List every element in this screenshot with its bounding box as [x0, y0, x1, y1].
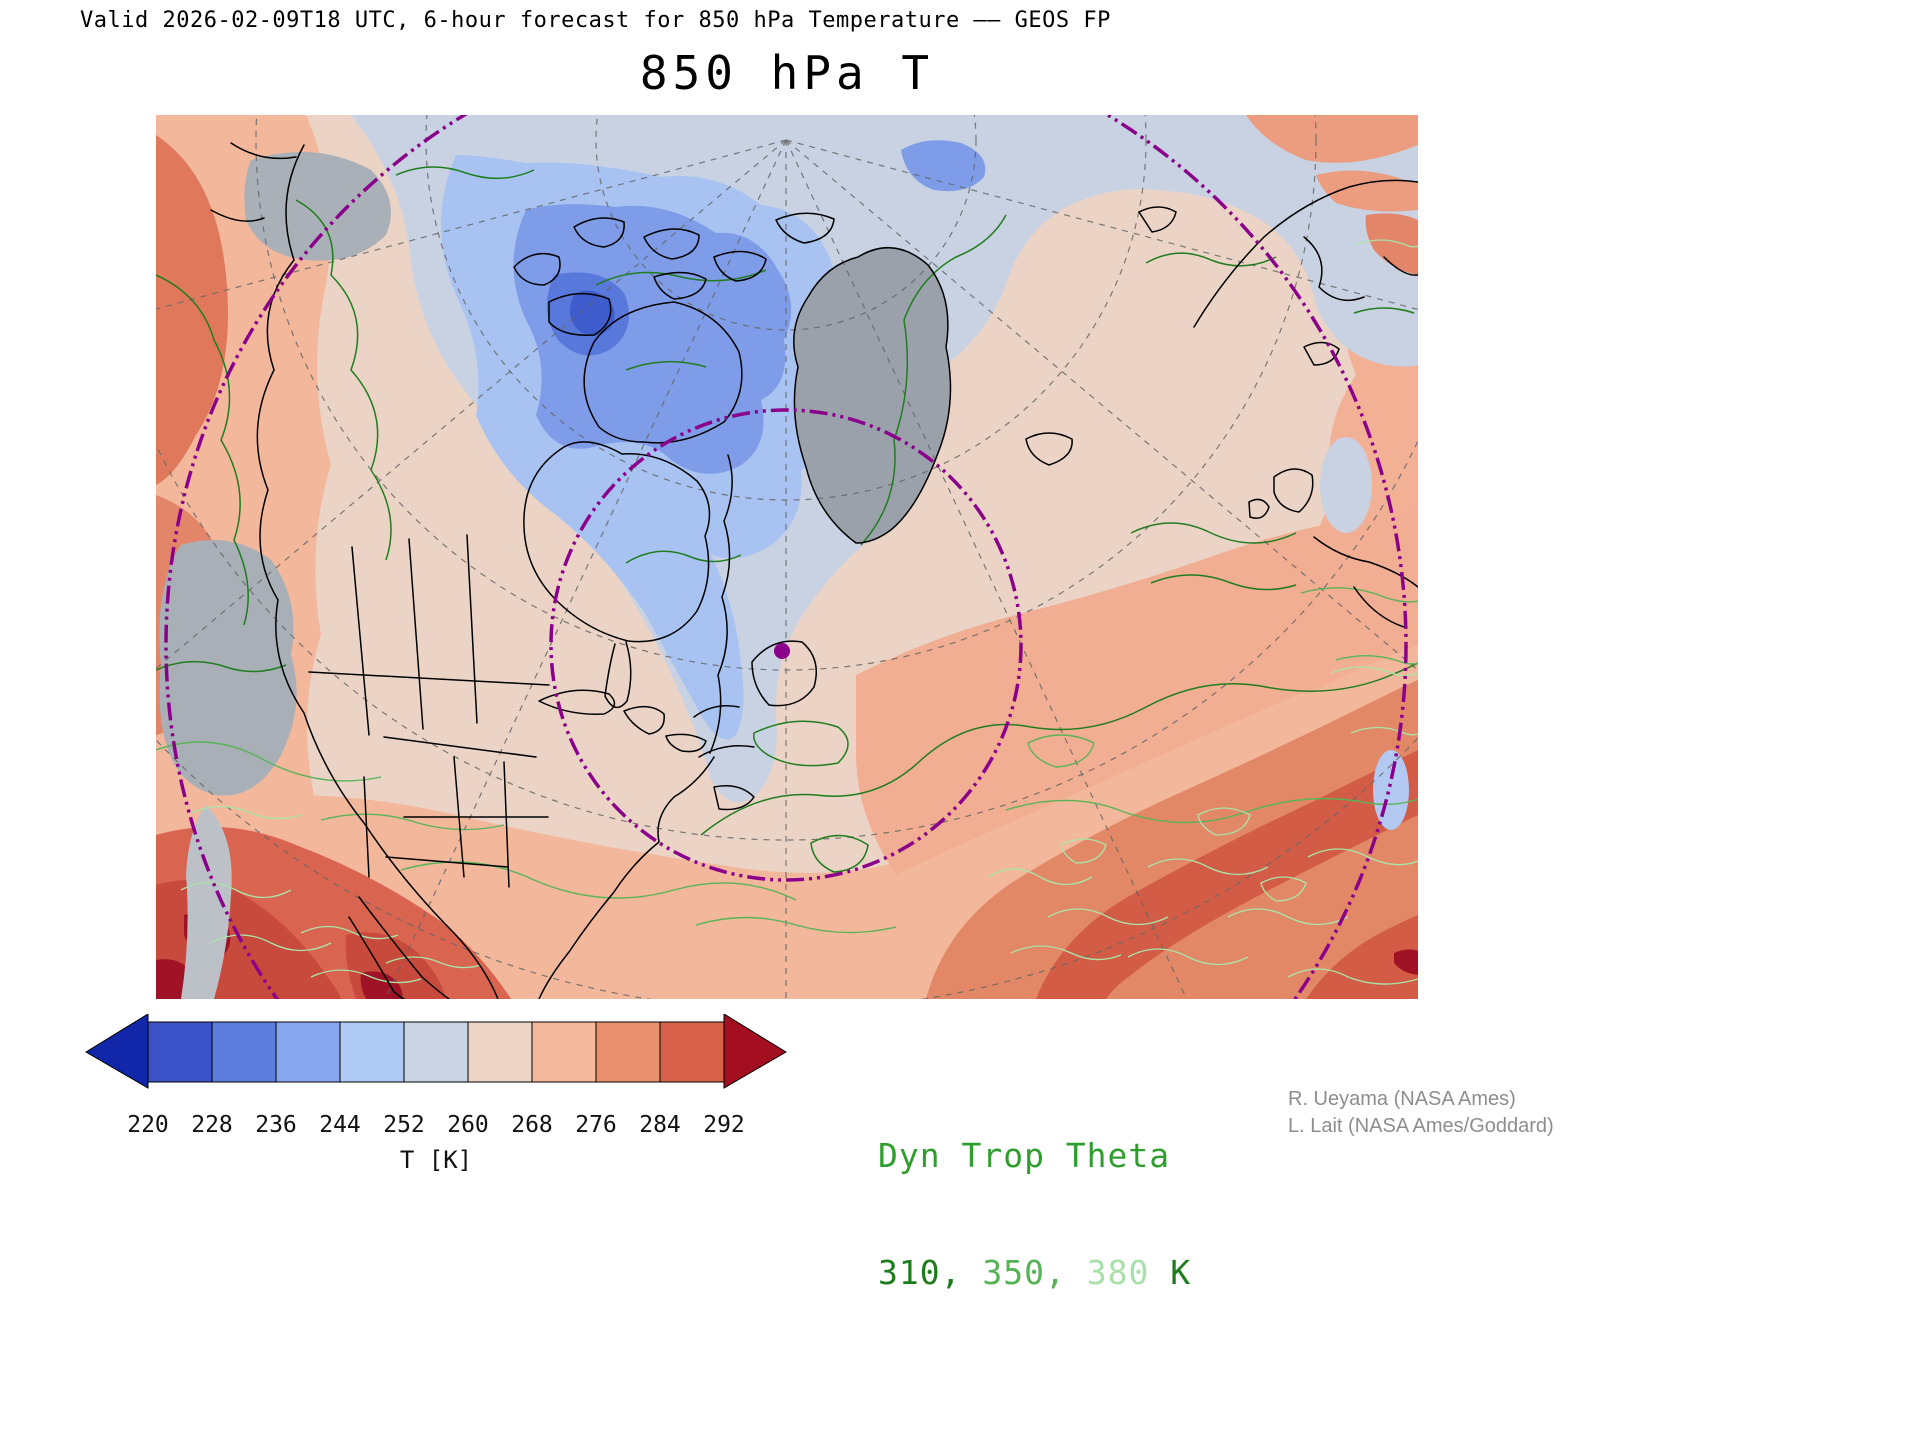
- theta-value-310: 310: [878, 1253, 941, 1292]
- colorbar-tick: 276: [575, 1112, 617, 1138]
- colorbar-unit-label: T [K]: [399, 1146, 473, 1174]
- outer-range-ring: [164, 115, 1408, 999]
- theta-unit: K: [1149, 1253, 1192, 1292]
- theta-separator: ,: [1044, 1253, 1087, 1292]
- theta-separator: ,: [940, 1253, 983, 1292]
- colorbar-tick: 220: [127, 1112, 169, 1138]
- colorbar-cell: [403, 1021, 469, 1083]
- theta-contour-310: [156, 166, 1418, 873]
- colorbar-cell: [275, 1021, 341, 1083]
- theta-contour-380: [180, 239, 1418, 985]
- map-canvas: [156, 115, 1418, 999]
- colorbar-arrow-low: [85, 1014, 149, 1089]
- colorbar-tick: 260: [447, 1112, 489, 1138]
- theta-contour-350: [156, 587, 1418, 934]
- colorbar-tick: 284: [639, 1112, 681, 1138]
- station-marker: [774, 643, 790, 659]
- greenland-icecap: [793, 247, 951, 543]
- greenland-coast: [793, 246, 952, 544]
- colorbar-cell: [467, 1021, 533, 1083]
- range-rings: [164, 115, 1408, 999]
- page-title: 850 hPa T: [639, 46, 935, 100]
- theta-value-380: 380: [1086, 1253, 1150, 1292]
- credits: R. Ueyama (NASA Ames) L. Lait (NASA Ames…: [1288, 1086, 1554, 1140]
- credit-line-1: R. Ueyama (NASA Ames): [1288, 1088, 1516, 1110]
- colorbar-tick: 268: [511, 1112, 553, 1138]
- colorbar-tick: 292: [703, 1112, 745, 1138]
- colorbar-tick: 228: [191, 1112, 233, 1138]
- colorbar-tick: 236: [255, 1112, 297, 1138]
- credit-line-2: L. Lait (NASA Ames/Goddard): [1288, 1115, 1554, 1137]
- valid-line: Valid 2026-02-09T18 UTC, 6-hour forecast…: [80, 8, 1111, 33]
- colorbar-cell: [211, 1021, 277, 1083]
- colorbar-cell: [595, 1021, 661, 1083]
- temperature-field: [156, 115, 1418, 999]
- colorbar-cell: [339, 1021, 405, 1083]
- inner-range-ring: [549, 408, 1023, 882]
- theta-value-350: 350: [982, 1253, 1045, 1292]
- colorbar-arrow-high: [723, 1014, 787, 1089]
- coastlines: [210, 142, 1418, 999]
- colorbar-tick: 252: [383, 1112, 425, 1138]
- colorbar-cell: [659, 1021, 725, 1083]
- colorbar-svg: 220 228 236 244 252 260 268 276 284 292: [85, 1014, 787, 1138]
- colorbar-cell: [147, 1021, 213, 1083]
- trop-values: 310, 350, 380 K: [878, 1253, 1191, 1292]
- map-area: [156, 115, 1418, 999]
- colorbar-cell: [531, 1021, 597, 1083]
- colorbar-tick: 244: [319, 1112, 361, 1138]
- trop-title: Dyn Trop Theta: [878, 1136, 1171, 1175]
- dyn-trop-theta-legend: Dyn Trop Theta 310, 350, 380 K: [878, 1058, 1191, 1331]
- colorbar: 220 228 236 244 252 260 268 276 284 292 T [K]: [85, 1014, 787, 1174]
